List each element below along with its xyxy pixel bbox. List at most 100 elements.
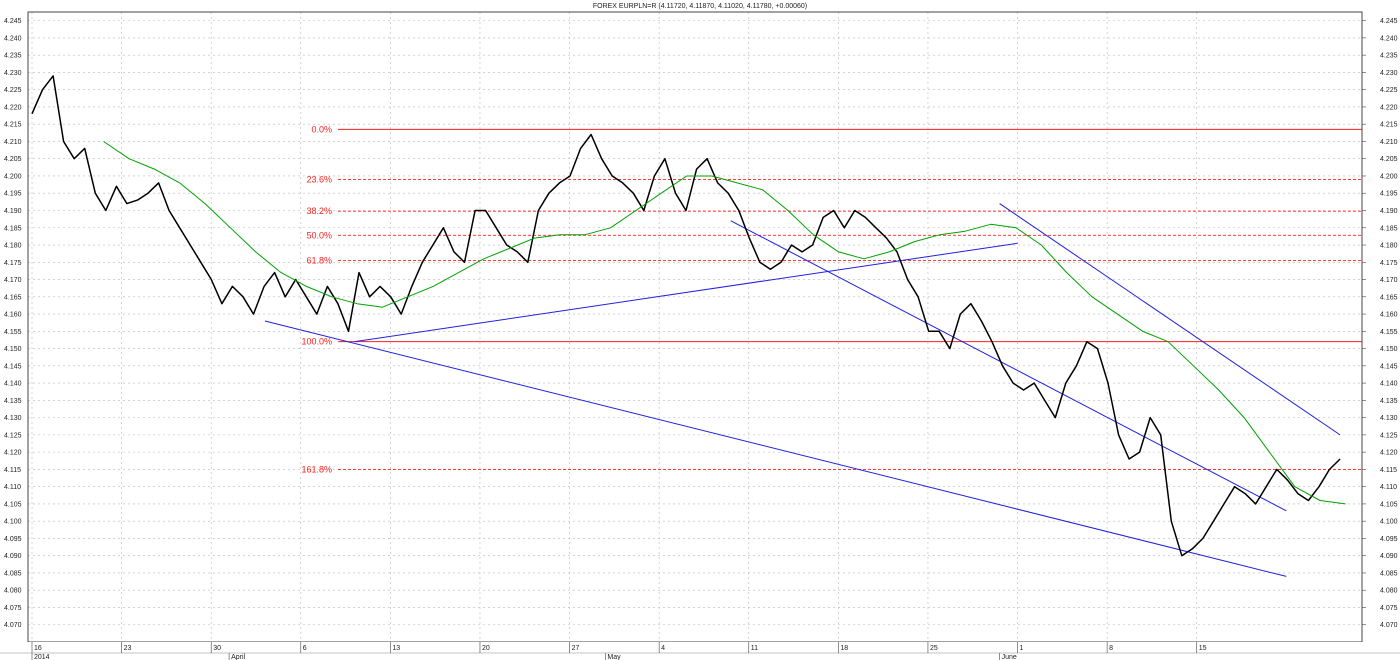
- fib-level-label: 61.8%: [306, 256, 332, 266]
- x-tick-label: 25: [930, 645, 938, 652]
- trendline: [999, 203, 1341, 436]
- y-tick-label-left: 4.235: [4, 53, 22, 60]
- y-tick-label-right: 4.075: [1380, 605, 1398, 612]
- y-tick-label-left: 4.130: [4, 415, 22, 422]
- axes: 4.070 4.070 4.075 4.075 4.080 4.080 4.085 4.085…: [0, 11, 1400, 660]
- price-line: [31, 75, 1341, 557]
- y-tick-label-left: 4.155: [4, 329, 22, 336]
- y-tick-label-right: 4.210: [1380, 139, 1398, 146]
- y-tick-label-right: 4.115: [1380, 467, 1397, 474]
- x-axis-band: [0, 642, 1400, 660]
- fib-level-label: 161.8%: [301, 464, 332, 474]
- series: [31, 75, 1346, 557]
- y-tick-label-left: 4.245: [4, 18, 22, 25]
- y-tick-label-left: 4.120: [4, 450, 22, 457]
- x-month-label: April: [231, 654, 245, 660]
- y-tick-label-left: 4.095: [4, 536, 22, 543]
- y-tick-label-left: 4.220: [4, 104, 22, 111]
- y-tick-label-left: 4.135: [4, 398, 22, 405]
- y-tick-label-left: 4.090: [4, 553, 22, 560]
- x-tick-label: 16: [34, 645, 42, 652]
- x-month-label: June: [1002, 654, 1017, 660]
- fibonacci-retracement: 0.0% 23.6% 38.2% 50.0% 61.8% 100.0% 161.8%: [301, 124, 1362, 474]
- x-month-label: 2014: [34, 654, 50, 660]
- y-tick-label-right: 4.160: [1380, 312, 1398, 319]
- y-tick-label-left: 4.190: [4, 208, 22, 215]
- y-tick-label-right: 4.215: [1380, 122, 1398, 129]
- y-tick-label-left: 4.105: [4, 501, 22, 508]
- y-tick-label-right: 4.070: [1380, 622, 1398, 629]
- y-tick-label-right: 4.190: [1380, 208, 1398, 215]
- y-tick-label-left: 4.215: [4, 122, 22, 129]
- x-tick-label: 27: [572, 645, 580, 652]
- trendline: [730, 220, 1287, 512]
- y-tick-label-right: 4.205: [1380, 156, 1398, 163]
- y-tick-label-right: 4.240: [1380, 35, 1398, 42]
- y-tick-label-right: 4.200: [1380, 173, 1398, 180]
- y-tick-label-left: 4.185: [4, 225, 22, 232]
- y-tick-label-left: 4.225: [4, 87, 22, 94]
- fib-level-label: 23.6%: [306, 174, 332, 184]
- y-tick-label-right: 4.110: [1380, 484, 1397, 491]
- y-tick-label-left: 4.110: [4, 484, 21, 491]
- x-tick-label: 23: [124, 645, 132, 652]
- y-tick-label-left: 4.170: [4, 277, 22, 284]
- y-tick-label-right: 4.125: [1380, 432, 1398, 439]
- y-tick-label-right: 4.100: [1380, 519, 1398, 526]
- y-tick-label-left: 4.180: [4, 243, 22, 250]
- y-tick-label-right: 4.245: [1380, 18, 1398, 25]
- x-tick-label: 1: [1020, 645, 1024, 652]
- x-month-label: May: [607, 654, 621, 660]
- y-tick-label-right: 4.140: [1380, 381, 1398, 388]
- y-tick-label-right: 4.180: [1380, 243, 1398, 250]
- x-tick-label: 8: [1109, 645, 1113, 652]
- y-tick-label-right: 4.165: [1380, 294, 1398, 301]
- y-tick-label-left: 4.140: [4, 381, 22, 388]
- y-tick-label-right: 4.220: [1380, 104, 1398, 111]
- y-tick-label-right: 4.130: [1380, 415, 1398, 422]
- trendline: [264, 320, 1287, 577]
- y-tick-label-left: 4.160: [4, 312, 22, 319]
- y-tick-label-left: 4.145: [4, 363, 22, 370]
- chart-title: FOREX EURPLN=R (4.11720, 4.11870, 4.1102…: [593, 3, 807, 10]
- fib-level-label: 50.0%: [306, 230, 332, 240]
- y-tick-label-right: 4.225: [1380, 87, 1398, 94]
- x-tick-label: 11: [751, 645, 758, 652]
- y-tick-label-right: 4.175: [1380, 260, 1398, 267]
- y-tick-label-right: 4.195: [1380, 191, 1398, 198]
- x-tick-label: 4: [661, 645, 665, 652]
- y-tick-label-right: 4.085: [1380, 570, 1398, 577]
- x-tick-label: 13: [392, 645, 400, 652]
- trendlines: [264, 203, 1341, 577]
- x-tick-label: 15: [1199, 645, 1207, 652]
- y-tick-label-left: 4.070: [4, 622, 22, 629]
- x-tick-label: 6: [303, 645, 307, 652]
- y-tick-label-left: 4.115: [4, 467, 21, 474]
- x-tick-label: 18: [840, 645, 848, 652]
- y-tick-label-right: 4.145: [1380, 363, 1398, 370]
- y-tick-label-left: 4.125: [4, 432, 22, 439]
- y-tick-label-left: 4.080: [4, 588, 22, 595]
- y-tick-label-right: 4.135: [1380, 398, 1398, 405]
- y-tick-label-right: 4.120: [1380, 450, 1398, 457]
- moving-average-line: [103, 141, 1346, 505]
- y-tick-label-left: 4.165: [4, 294, 22, 301]
- x-tick-label: 30: [213, 645, 221, 652]
- y-tick-label-right: 4.235: [1380, 53, 1398, 60]
- y-tick-label-left: 4.150: [4, 346, 22, 353]
- y-tick-label-right: 4.230: [1380, 70, 1398, 77]
- y-tick-label-left: 4.210: [4, 139, 22, 146]
- trendline: [354, 242, 1018, 343]
- y-tick-label-left: 4.200: [4, 173, 22, 180]
- y-tick-label-right: 4.095: [1380, 536, 1398, 543]
- y-tick-label-left: 4.100: [4, 519, 22, 526]
- y-tick-label-left: 4.195: [4, 191, 22, 198]
- y-tick-label-right: 4.090: [1380, 553, 1398, 560]
- fib-level-label: 0.0%: [311, 124, 332, 134]
- fib-level-label: 38.2%: [306, 206, 332, 216]
- y-tick-label-right: 4.185: [1380, 225, 1398, 232]
- y-tick-label-left: 4.230: [4, 70, 22, 77]
- y-tick-label-left: 4.205: [4, 156, 22, 163]
